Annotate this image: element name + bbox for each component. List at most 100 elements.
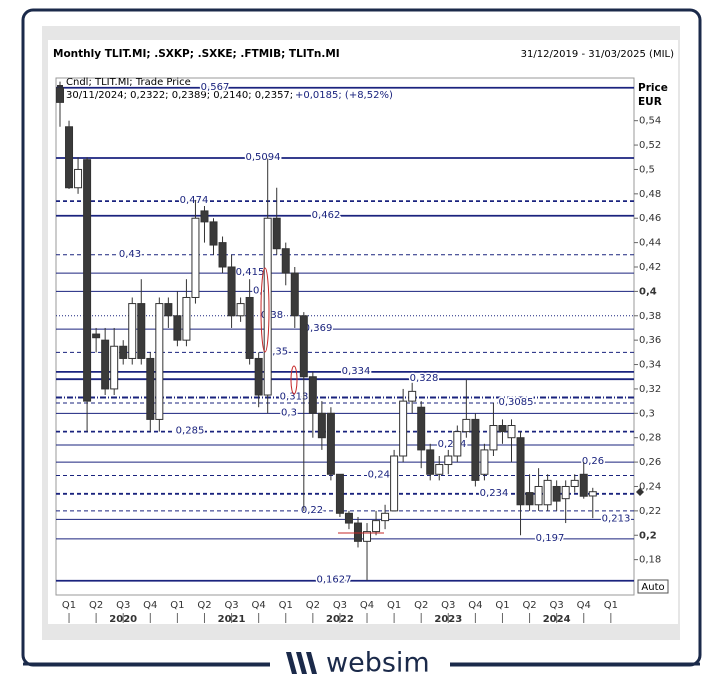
level-label: 0,369 xyxy=(304,323,333,334)
candle-body xyxy=(65,126,74,189)
level-label: 0,334 xyxy=(342,366,371,377)
y-tick-label: 0,32 xyxy=(639,384,661,395)
candle-body xyxy=(588,491,597,497)
candle-body xyxy=(218,242,227,268)
y-tick-label: 0,52 xyxy=(639,140,661,151)
candle-body xyxy=(426,449,435,475)
chart-title: Monthly TLIT.MI; .SXKP; .SXKE; .FTMIB; T… xyxy=(53,48,340,60)
level-label: 0,462 xyxy=(312,210,341,221)
candle-body xyxy=(227,266,236,317)
info-change: +0,0185; (+8,52%) xyxy=(295,90,393,101)
candle-body xyxy=(335,473,344,514)
candle-body xyxy=(83,159,92,402)
year-label: 2022 xyxy=(326,614,354,625)
y-axis-unit: EUR xyxy=(638,96,662,108)
candle-body xyxy=(164,303,173,317)
candle-body xyxy=(254,357,263,396)
candle-body xyxy=(516,437,525,506)
plot-area xyxy=(55,77,635,596)
annotation-ellipse xyxy=(290,365,298,395)
y-tick-label: 0,24 xyxy=(639,481,661,492)
y-tick-label: 0,18 xyxy=(639,555,661,566)
info: 30/11/2024; 0,2322; 0,2389; 0,2140; 0,23… xyxy=(66,90,293,101)
x-tick-label: Q3 xyxy=(116,600,130,611)
y-tick-label: 0,34 xyxy=(639,360,661,371)
candle-body xyxy=(236,303,245,317)
y-tick-label: 0,46 xyxy=(639,213,661,224)
plot: 0,18 0,2 0,22 0,24 0,26 0,28 0,3 0,32 0,34 0,36 0,… xyxy=(56,80,661,625)
candle-body xyxy=(272,217,281,250)
annotation-ellipse xyxy=(260,267,270,353)
y-tick-label: 0,36 xyxy=(639,335,661,346)
level-label: 0,415 xyxy=(236,267,265,278)
price-marker xyxy=(636,488,644,496)
y-tick-label: 0,26 xyxy=(639,457,661,468)
candle-body xyxy=(119,345,128,359)
level-label: 0,197 xyxy=(536,533,565,544)
candle-body xyxy=(561,485,570,500)
candle-body xyxy=(209,221,218,246)
candle-body xyxy=(317,412,326,439)
level-label: 0,249 xyxy=(368,470,397,481)
candle-body xyxy=(191,217,200,298)
level-label: 0,3 xyxy=(281,407,297,418)
y-axis-title: Price xyxy=(638,82,668,94)
candle-body xyxy=(326,412,335,475)
level-label: 0,3085 xyxy=(499,397,534,408)
y-tick-label: 0,48 xyxy=(639,189,661,200)
x-tick-label: Q4 xyxy=(360,600,374,611)
level-label: 0,328 xyxy=(410,373,439,384)
year-label: 2023 xyxy=(434,614,462,625)
candle-body xyxy=(263,217,272,396)
y-tick-label: 0,4 xyxy=(639,286,657,297)
candle-body xyxy=(507,425,516,439)
x-tick-label: Q3 xyxy=(550,600,564,611)
level-label: 0,567 xyxy=(201,82,230,93)
x-tick-label: Q4 xyxy=(252,600,266,611)
candle-body xyxy=(534,485,543,506)
level-label: 0,22 xyxy=(301,505,323,516)
candle-body xyxy=(146,357,155,420)
x-tick-label: Q3 xyxy=(224,600,238,611)
auto-label[interactable]: Auto xyxy=(641,582,664,593)
candle-body xyxy=(498,425,507,433)
y-tick-label: 0,28 xyxy=(639,433,661,444)
x-tick-label: Q2 xyxy=(89,600,103,611)
legend: Cndl; TLIT.MI; Trade Price xyxy=(66,77,191,88)
candle-body xyxy=(435,464,444,475)
candle-body xyxy=(381,512,390,522)
level-label: 0,234 xyxy=(480,488,509,499)
y-tick-label: 0,42 xyxy=(639,262,661,273)
candle-body xyxy=(372,520,381,533)
x-tick-label: Q4 xyxy=(468,600,482,611)
candle-body xyxy=(579,473,588,497)
y-tick-label: 0,38 xyxy=(639,311,661,322)
candle-body xyxy=(525,492,534,506)
x-tick-label: Q2 xyxy=(414,600,428,611)
candle-body xyxy=(308,376,317,414)
level-label: 0,1627 xyxy=(317,575,352,586)
auto-button[interactable] xyxy=(637,579,669,594)
level-label: 0,213 xyxy=(602,513,631,524)
candle-body xyxy=(299,315,308,378)
level-label: 0,43 xyxy=(119,249,141,260)
candle-body xyxy=(543,479,552,506)
candle-body xyxy=(417,406,426,451)
year-label: 2024 xyxy=(543,614,571,625)
candle-body xyxy=(444,455,453,466)
year-label: 2021 xyxy=(218,614,246,625)
candle-body xyxy=(408,390,417,402)
candle-body xyxy=(471,418,480,481)
x-tick-label: Q3 xyxy=(441,600,455,611)
x-tick-label: Q1 xyxy=(170,600,184,611)
candle-body xyxy=(182,296,191,341)
level-label: 0,474 xyxy=(180,195,209,206)
x-tick-label: Q4 xyxy=(577,600,591,611)
candle-body xyxy=(290,272,299,317)
brand: websim xyxy=(326,648,430,679)
x-tick-label: Q1 xyxy=(279,600,293,611)
x-tick-label: Q2 xyxy=(197,600,211,611)
candle-body xyxy=(353,522,362,542)
candle-body xyxy=(462,418,471,433)
